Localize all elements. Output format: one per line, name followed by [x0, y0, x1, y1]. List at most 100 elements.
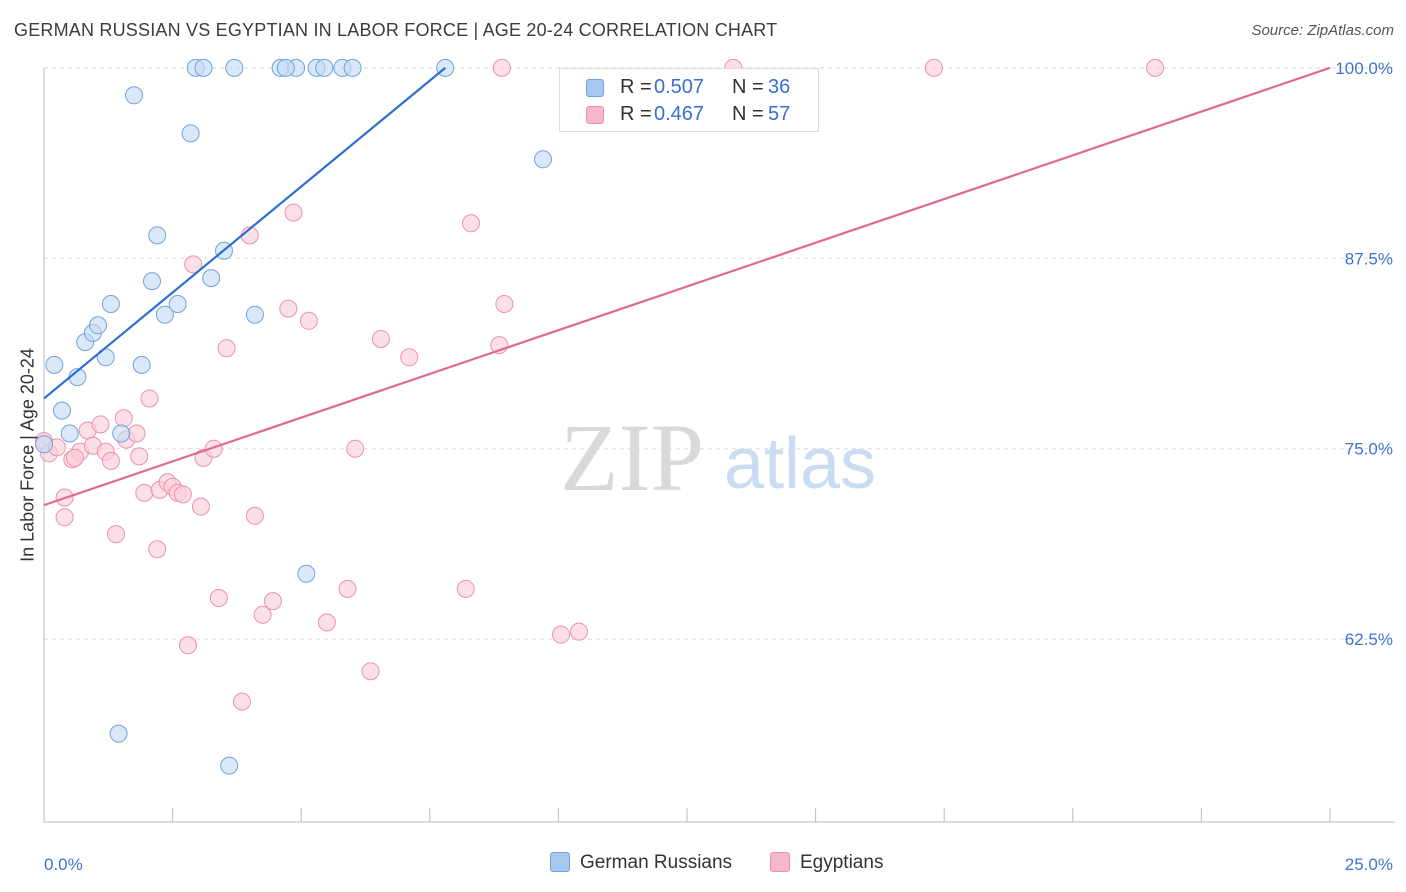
- legend-item-german-russians[interactable]: German Russians: [550, 852, 732, 874]
- y-axis-label: In Labor Force | Age 20-24: [17, 348, 38, 562]
- point-german-russians: [125, 86, 143, 105]
- point-german-russians: [168, 295, 187, 313]
- point-egyptians: [179, 636, 197, 655]
- legend-swatch-egyptians: [586, 106, 604, 124]
- point-egyptians: [299, 311, 318, 330]
- chart-title: GERMAN RUSSIAN VS EGYPTIAN IN LABOR FORC…: [14, 20, 778, 40]
- point-german-russians: [53, 401, 71, 420]
- point-egyptians: [570, 622, 588, 641]
- legend-r-label: R =: [620, 103, 652, 125]
- point-egyptians: [184, 255, 203, 274]
- point-egyptians: [253, 605, 272, 624]
- point-egyptians: [107, 525, 125, 544]
- point-german-russians: [297, 564, 316, 583]
- point-egyptians: [130, 447, 149, 466]
- point-german-russians: [60, 424, 79, 443]
- watermark-atlas: atlas: [724, 424, 876, 504]
- point-egyptians: [346, 439, 365, 458]
- point-egyptians: [217, 339, 236, 358]
- tick-labels: 62.5% 75.0% 87.5% 100.0% 0.0% 25.0%: [44, 59, 1393, 874]
- point-german-russians: [132, 355, 151, 374]
- legend-r-value: 0.467: [654, 103, 705, 125]
- legend-n-value: 57: [768, 103, 791, 125]
- point-egyptians: [284, 203, 303, 222]
- data-points: [35, 58, 1165, 775]
- point-german-russians: [225, 58, 244, 77]
- watermark-zip: ZIP: [560, 404, 704, 511]
- point-german-russians: [315, 58, 334, 77]
- point-german-russians: [534, 150, 552, 169]
- point-egyptians: [127, 424, 146, 443]
- source-credit: Source: ZipAtlas.com: [1251, 22, 1394, 39]
- grid-lines: [44, 67, 1395, 640]
- point-egyptians: [55, 508, 74, 527]
- legend-label-egyptians: Egyptians: [800, 852, 884, 873]
- point-egyptians: [924, 58, 943, 77]
- point-egyptians: [233, 692, 251, 711]
- y-tick-label: 75.0%: [1345, 440, 1393, 459]
- legend-swatch-german-russians: [586, 79, 604, 97]
- point-egyptians: [173, 485, 192, 504]
- point-egyptians: [495, 295, 514, 313]
- point-german-russians: [35, 435, 53, 454]
- point-egyptians: [317, 613, 336, 632]
- point-egyptians: [209, 589, 228, 607]
- point-egyptians: [279, 299, 298, 318]
- point-egyptians: [492, 58, 511, 77]
- legend-label-german-russians: German Russians: [580, 852, 733, 873]
- point-egyptians: [191, 497, 210, 516]
- x-tick-label: 25.0%: [1345, 855, 1393, 874]
- point-egyptians: [338, 579, 357, 598]
- legend-n-label: N =: [732, 103, 764, 125]
- point-egyptians: [101, 451, 120, 470]
- point-german-russians: [143, 272, 161, 291]
- point-egyptians: [400, 348, 419, 367]
- point-egyptians: [65, 448, 84, 467]
- point-german-russians: [109, 724, 128, 743]
- point-egyptians: [114, 409, 133, 428]
- legend-swatch-egyptians: [770, 852, 790, 872]
- point-german-russians: [155, 305, 174, 324]
- point-german-russians: [89, 316, 107, 335]
- point-german-russians: [202, 269, 221, 288]
- point-german-russians: [343, 58, 362, 77]
- point-egyptians: [91, 415, 110, 434]
- y-tick-label: 87.5%: [1345, 249, 1393, 268]
- trend-line-egyptians: [43, 66, 1331, 507]
- point-egyptians: [1146, 58, 1165, 77]
- legend-r-label: R =: [620, 76, 652, 98]
- point-german-russians: [245, 305, 264, 324]
- legend-item-egyptians[interactable]: Egyptians: [770, 852, 883, 874]
- point-egyptians: [371, 330, 390, 348]
- legend-n-label: N =: [732, 76, 764, 98]
- point-egyptians: [263, 592, 282, 611]
- point-egyptians: [462, 214, 480, 233]
- y-tick-label: 100.0%: [1335, 59, 1393, 78]
- point-german-russians: [194, 58, 213, 77]
- point-german-russians: [276, 58, 295, 77]
- point-egyptians: [361, 662, 380, 681]
- legend-n-value: 36: [768, 76, 791, 98]
- point-egyptians: [135, 483, 154, 502]
- trend-lines: [43, 66, 1331, 507]
- point-egyptians: [245, 506, 264, 525]
- point-german-russians: [112, 424, 131, 443]
- legend-row-egyptians: R = 0.467 N = 57: [560, 102, 818, 128]
- point-egyptians: [456, 579, 475, 598]
- point-german-russians: [101, 295, 120, 313]
- x-tick-label: 0.0%: [44, 855, 83, 874]
- point-german-russians: [148, 226, 167, 245]
- y-tick-label: 62.5%: [1345, 630, 1393, 649]
- correlation-legend: R = 0.507 N = 36 R = 0.467 N = 57: [559, 68, 819, 132]
- point-egyptians: [552, 625, 570, 644]
- legend-r-value: 0.507: [654, 76, 705, 98]
- point-egyptians: [204, 439, 223, 458]
- trend-line-german-russians: [43, 67, 446, 400]
- point-german-russians: [181, 124, 200, 143]
- point-german-russians: [45, 355, 64, 374]
- point-egyptians: [140, 389, 159, 408]
- point-egyptians: [148, 540, 167, 559]
- legend-row-german-russians: R = 0.507 N = 36: [560, 75, 818, 101]
- point-german-russians: [220, 756, 239, 775]
